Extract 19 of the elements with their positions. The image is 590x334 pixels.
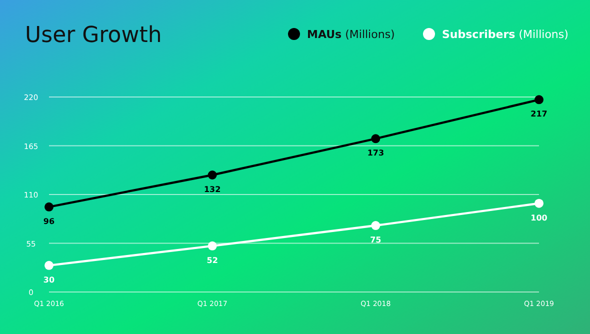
point [44, 202, 54, 212]
point [371, 134, 380, 144]
data-label: 173 [367, 148, 384, 158]
data-label: 75 [370, 236, 382, 245]
data-label: 30 [43, 275, 55, 284]
data-label: 100 [530, 213, 548, 222]
point [534, 198, 544, 208]
point [534, 95, 544, 104]
point [371, 221, 380, 230]
data-label: 96 [43, 216, 55, 226]
data-label: 132 [204, 185, 221, 194]
data-label: 217 [530, 110, 548, 119]
point [208, 170, 217, 180]
point [44, 260, 54, 270]
data-label: 52 [206, 256, 218, 265]
legend-label: Subscribers (Millions) [442, 28, 568, 41]
point [208, 241, 217, 250]
chart-title: User Growth [25, 23, 162, 48]
legend-label: MAUs (Millions) [307, 28, 395, 41]
